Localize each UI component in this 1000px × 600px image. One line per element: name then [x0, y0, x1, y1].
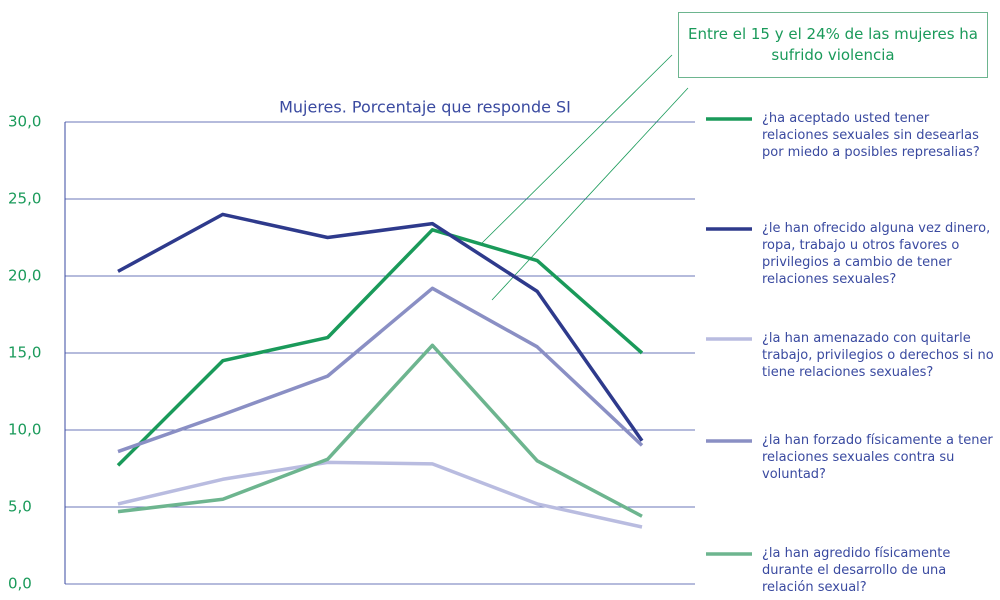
legend-label: ¿le han ofrecido alguna vez dinero, ropa… [762, 221, 991, 287]
y-tick-label: 20,0 [8, 267, 41, 285]
y-tick-label: 15,0 [8, 344, 41, 362]
annotation-pointer [479, 54, 673, 246]
line-series [117, 343, 643, 518]
annotation: Entre el 15 y el 24% de las mujeres ha s… [678, 12, 988, 78]
y-tick-label: 5,0 [8, 498, 32, 516]
legend-label: ¿la han agredido físicamente durante el … [762, 546, 951, 595]
chart-title: Mujeres. Porcentaje que responde SI [279, 98, 571, 117]
y-tick-label: 30,0 [8, 113, 41, 131]
legend-label: ¿la han forzado físicamente a tener rela… [762, 433, 993, 482]
y-tick-label: 25,0 [8, 190, 41, 208]
line-series [116, 228, 644, 467]
legend-label: ¿la han amenazado con quitarle trabajo, … [762, 331, 994, 380]
line-series [117, 460, 643, 529]
y-tick-label: 10,0 [8, 421, 41, 439]
line-series [117, 286, 644, 454]
line-series [117, 212, 644, 442]
legend-label: ¿ha aceptado usted tener relaciones sexu… [762, 111, 980, 160]
y-tick-label: 0,0 [8, 575, 32, 593]
annotation-pointer [491, 87, 689, 301]
